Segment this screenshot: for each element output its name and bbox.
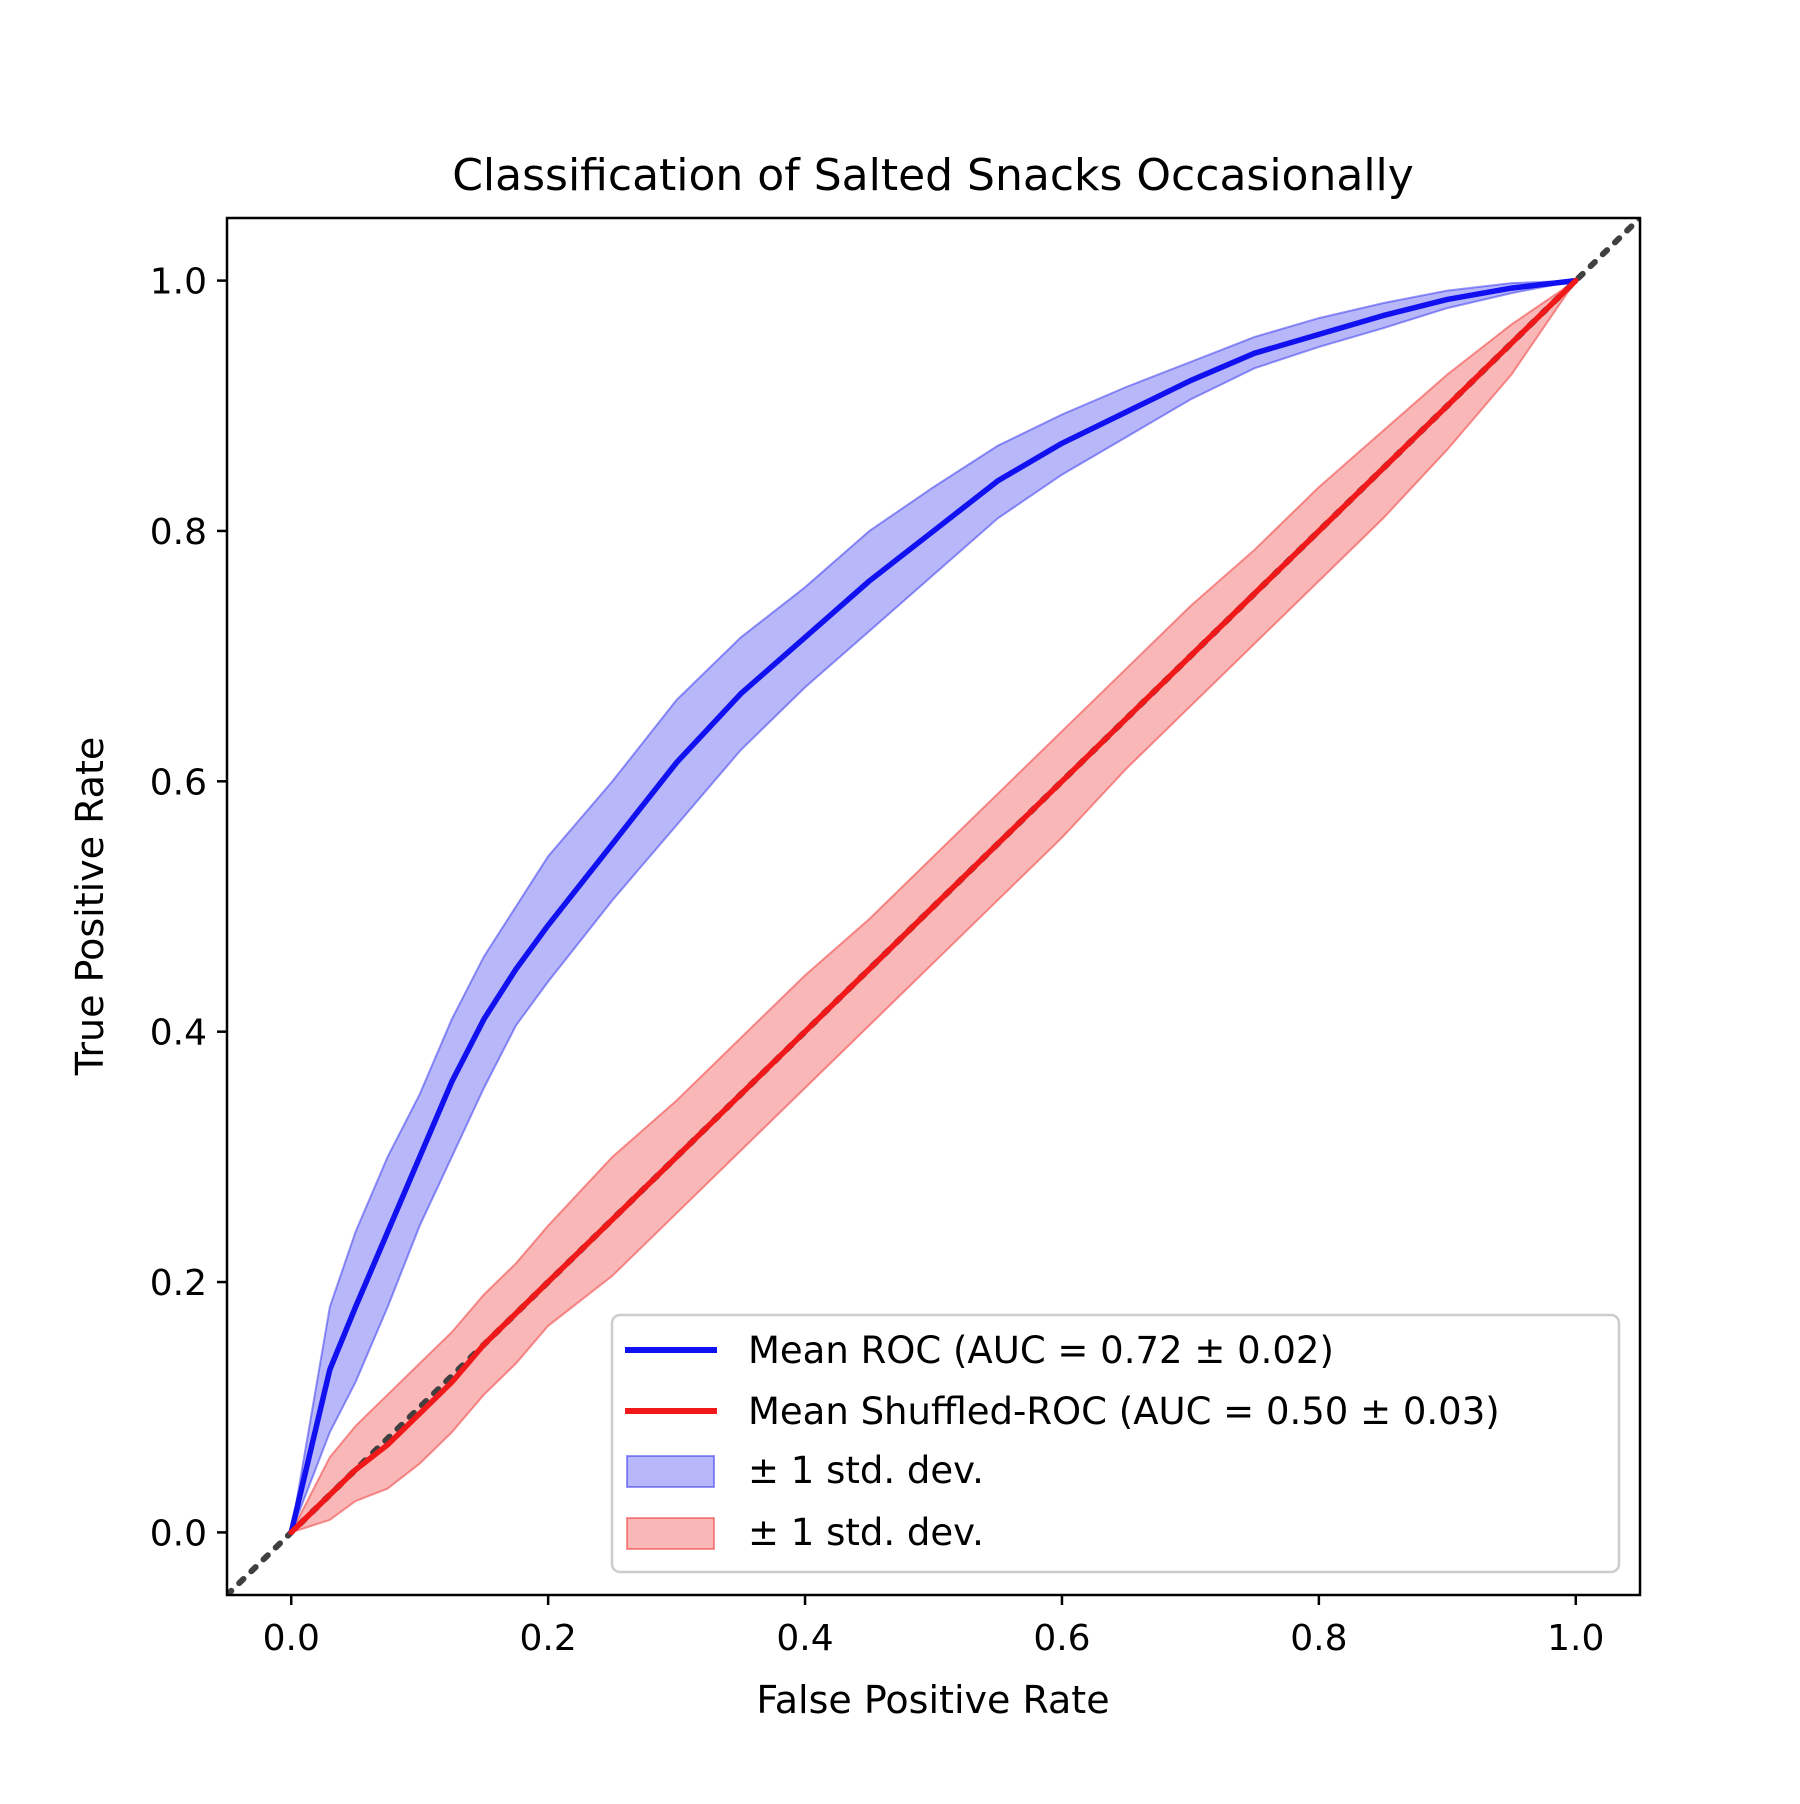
y-tick-label: 1.0 (150, 262, 207, 303)
legend-label-shuffled-band: ± 1 std. dev. (748, 1511, 984, 1554)
mean-shuffled-roc-line (288, 277, 1579, 1536)
y-tick-label: 0.8 (150, 512, 207, 553)
legend-label-shuffled-roc: Mean Shuffled-ROC (AUC = 0.50 ± 0.03) (748, 1390, 1500, 1433)
mean-roc-line (288, 277, 1579, 1536)
legend-swatch-roc-band (626, 1455, 715, 1488)
x-tick-label: 0.2 (520, 1618, 577, 1659)
legend-label-roc-band: ± 1 std. dev. (748, 1449, 984, 1492)
x-axis-label: False Positive Rate (756, 1678, 1109, 1722)
x-axis: 0.0 0.2 0.4 0.6 0.8 1.0 (263, 1595, 1604, 1659)
y-tick-label: 0.6 (150, 762, 207, 803)
legend-label-mean-roc: Mean ROC (AUC = 0.72 ± 0.02) (748, 1329, 1334, 1372)
axes-frame (225, 216, 1642, 1597)
y-tick-label: 0.4 (150, 1013, 207, 1054)
x-tick-label: 0.8 (1290, 1618, 1347, 1659)
y-tick-label: 0.2 (150, 1263, 207, 1304)
legend-swatch-shuffled-band (626, 1517, 715, 1550)
x-tick-label: 0.0 (263, 1618, 320, 1659)
plot-area (227, 218, 1640, 1595)
y-tick-label: 0.0 (150, 1513, 207, 1554)
legend: Mean ROC (AUC = 0.72 ± 0.02) Mean Shuffl… (610, 1313, 1621, 1574)
x-tick-label: 0.4 (776, 1618, 833, 1659)
x-tick-label: 1.0 (1547, 1618, 1604, 1659)
y-axis-label: True Positive Rate (68, 737, 112, 1077)
y-axis: 0.0 0.2 0.4 0.6 0.8 1.0 (150, 262, 227, 1554)
legend-frame (610, 1313, 1621, 1574)
x-tick-label: 0.6 (1033, 1618, 1090, 1659)
chart-title: Classification of Salted Snacks Occasion… (452, 150, 1414, 201)
